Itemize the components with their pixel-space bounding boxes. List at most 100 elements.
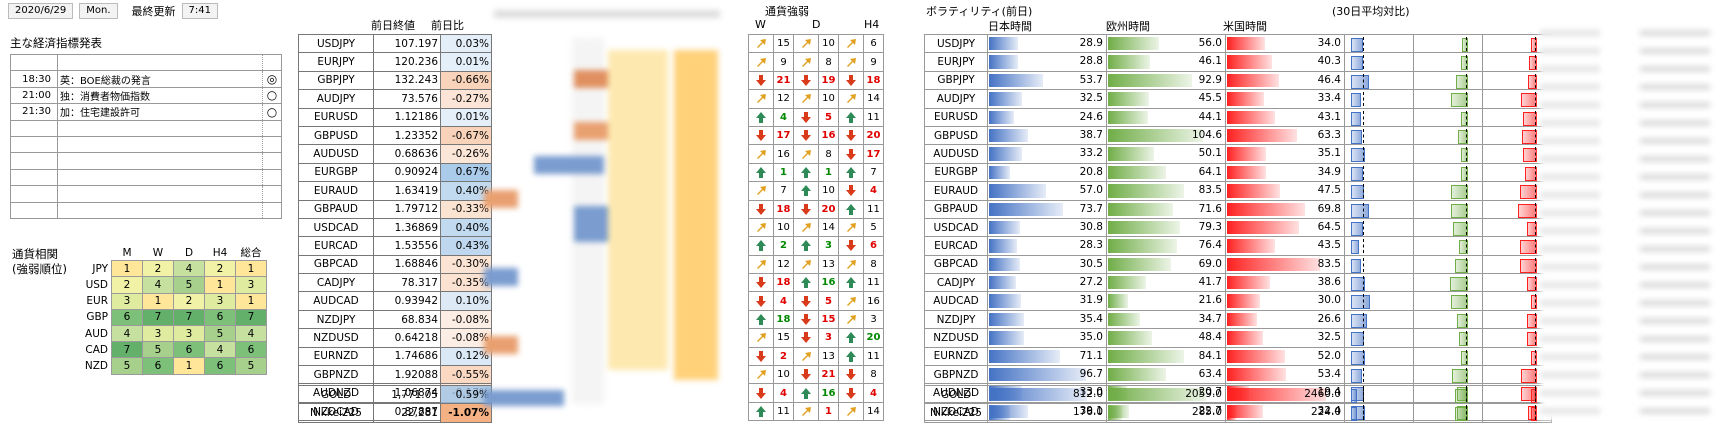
- vol-eu-bar: [1108, 257, 1171, 272]
- vol-jp-cell: 176.0: [987, 403, 1107, 423]
- arrow-row: 1 1 7: [748, 162, 884, 183]
- arrow-rank: 7: [863, 162, 884, 183]
- down-arrow-icon: [838, 70, 864, 91]
- vol-jp-bar: [989, 110, 1014, 124]
- vol-avg-marker: [1466, 128, 1467, 143]
- vol-us-bar: [1227, 110, 1275, 124]
- vol-avg-marker: [1466, 368, 1467, 383]
- vol-pair-name: USDJPY: [924, 33, 988, 54]
- vol-eu-cell: 56.0: [1106, 33, 1226, 54]
- event-time: [10, 185, 58, 203]
- vol-pair-name: GBPNZD: [924, 365, 988, 385]
- arrow-col-h4: H4: [864, 18, 880, 31]
- pair-close: 1.12186: [373, 107, 441, 127]
- event-importance: [262, 185, 282, 203]
- vol-avg-marker: [1535, 257, 1536, 272]
- vol-avg-eu: [1413, 52, 1483, 72]
- strength-currency: AUD: [85, 327, 108, 340]
- right-arrow-icon: [748, 217, 774, 238]
- right-arrow-icon: [838, 33, 864, 54]
- down-arrow-icon: [838, 144, 864, 164]
- arrow-row: 18 15 3: [748, 309, 884, 330]
- vol-pair-name: EURGBP: [924, 162, 988, 183]
- vol-us-value: 43.1: [1317, 110, 1341, 123]
- vol-avg-eu: [1413, 346, 1483, 367]
- pair-name: NZDUSD: [298, 328, 374, 348]
- vol-avg-marker: [1363, 202, 1364, 217]
- vol-avg-marker: [1535, 37, 1536, 51]
- vol-avg-jp: [1344, 328, 1414, 348]
- vol-avg-jp-bar: [1351, 389, 1357, 403]
- vol-jp-value: 28.3: [1079, 239, 1103, 252]
- vol-avg-eu: [1413, 328, 1483, 348]
- vol-us-value: 38.6: [1317, 276, 1341, 289]
- pair-change: -0.35%: [440, 273, 492, 293]
- volatility-title: ボラティリティ(前日): [926, 5, 1033, 18]
- event-time: [10, 168, 58, 187]
- vol-pair-name: GBPUSD: [924, 125, 988, 146]
- vol-us-value: 64.5: [1317, 220, 1341, 233]
- vol-avg-eu: [1413, 144, 1483, 164]
- vol-eu-cell: 45.5: [1106, 89, 1226, 109]
- volatility-row: AUDJPY 32.5 45.5 33.4: [924, 89, 1552, 109]
- vol-avg-eu-bar: [1455, 258, 1468, 273]
- strength-rank: 4: [173, 260, 205, 278]
- event-importance: ○: [262, 86, 282, 105]
- vol-eu-bar: [1108, 239, 1178, 253]
- vol-us-cell: 69.8: [1225, 199, 1345, 219]
- up-arrow-icon: [793, 162, 819, 183]
- event-desc: [57, 168, 263, 187]
- date-label: 2020/6/29: [8, 3, 74, 19]
- arrow-col-d: D: [812, 18, 821, 31]
- arrow-rank: 1: [818, 162, 839, 183]
- arrow-rank: 4: [773, 383, 794, 403]
- vol-jp-cell: 38.7: [987, 125, 1107, 146]
- strength-rank: 5: [111, 357, 143, 375]
- vol-jp-cell: 32.5: [987, 89, 1107, 109]
- arrow-row: 4 5 11: [748, 107, 884, 127]
- pair-row: EURNZD 1.74686 0.12%: [298, 346, 492, 367]
- vol-avg-us-bar: [1528, 74, 1537, 89]
- event-desc: [57, 201, 263, 219]
- pair-change: -0.26%: [440, 144, 492, 164]
- vol-avg-marker: [1535, 388, 1536, 402]
- vol-us-bar: [1227, 220, 1299, 235]
- vol-avg-marker: [1363, 276, 1364, 291]
- vol-eu-bar: [1108, 184, 1184, 198]
- up-arrow-icon: [748, 162, 774, 183]
- arrow-rank: 20: [818, 199, 839, 219]
- pair-name: EURNZD: [298, 346, 374, 367]
- volatility-row: EURNZD 71.1 84.1 52.0: [924, 346, 1552, 367]
- pair-close: 1.79712: [373, 199, 441, 219]
- vol-eu-cell: 41.7: [1106, 273, 1226, 293]
- pair-close: 132.243: [373, 70, 441, 91]
- vol-us-value: 32.5: [1317, 331, 1341, 344]
- vol-avg-jp-bar: [1351, 148, 1365, 163]
- strength-row: NZD 5 6 1 6 5: [78, 357, 267, 375]
- vol-avg-eu: [1413, 273, 1483, 293]
- arrow-rank: 5: [818, 107, 839, 127]
- right-arrow-icon: [838, 52, 864, 72]
- vol-avg-eu: [1413, 254, 1483, 275]
- vol-jp-value: 35.4: [1079, 312, 1103, 325]
- pair-name: USDCAD: [298, 217, 374, 238]
- vol-avg-us-bar: [1522, 129, 1537, 144]
- event-importance: [262, 135, 282, 154]
- right-arrow-icon: [748, 144, 774, 164]
- pair-name: EURAUD: [298, 181, 374, 201]
- vol-us-cell: 35.1: [1225, 144, 1345, 164]
- vol-eu-cell: 69.0: [1106, 254, 1226, 275]
- strength-rank: 7: [235, 308, 267, 326]
- strength-corner: [78, 245, 112, 261]
- vol-avg-jp: [1344, 144, 1414, 164]
- strength-title-text: 通貨相関: [12, 247, 58, 261]
- up-arrow-icon: [793, 236, 819, 256]
- vol-avg-us-bar: [1531, 350, 1537, 365]
- pair-close: 0.90924: [373, 162, 441, 183]
- vol-eu-bar: [1108, 349, 1185, 364]
- arrow-rank: 11: [863, 346, 884, 367]
- event-time: [10, 135, 58, 154]
- event-desc: [57, 135, 263, 154]
- event-time: [10, 119, 58, 137]
- vol-avg-eu: [1413, 309, 1483, 330]
